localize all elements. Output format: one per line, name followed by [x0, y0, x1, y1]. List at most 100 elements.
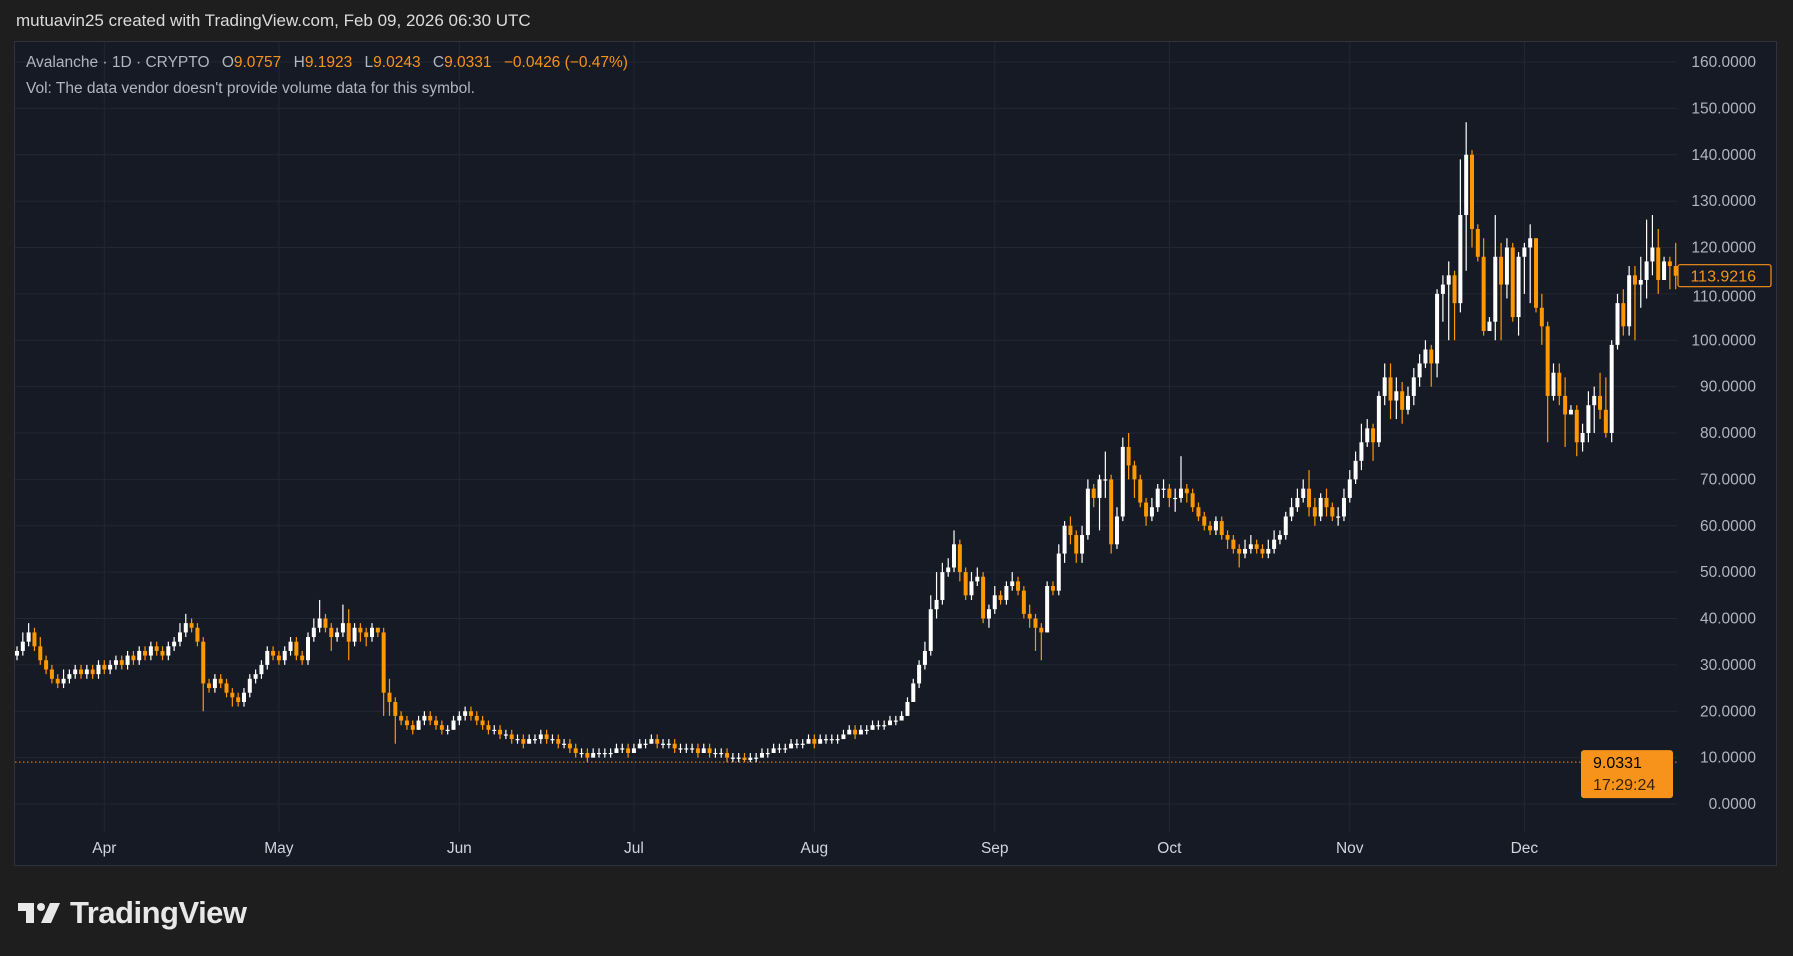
- candle-down: [428, 715, 433, 721]
- y-tick-label: 80.0000: [1700, 425, 1756, 442]
- y-tick-label: 160.0000: [1691, 54, 1756, 71]
- candle-down: [521, 739, 526, 744]
- candle-up: [1435, 293, 1440, 364]
- candle-down: [323, 618, 328, 628]
- candle-up: [620, 748, 625, 750]
- candle-down: [49, 669, 54, 679]
- y-tick-label: 40.0000: [1700, 611, 1756, 628]
- candle-up: [771, 748, 776, 753]
- candle-down: [1202, 516, 1207, 526]
- candle-up: [1411, 377, 1416, 396]
- candle-down: [1324, 497, 1329, 508]
- last-price-tag: [1581, 750, 1673, 799]
- candle-down: [1563, 395, 1568, 415]
- candle-up: [911, 683, 916, 702]
- close-value: 9.0331: [444, 54, 492, 71]
- y-tick-label: 150.0000: [1691, 100, 1756, 117]
- candle-up: [26, 632, 31, 642]
- candle-up: [1341, 497, 1346, 517]
- high-label: H: [293, 54, 305, 71]
- candle-up: [527, 739, 532, 744]
- candle-down: [381, 632, 386, 693]
- candle-up: [847, 729, 852, 735]
- candle-down: [1330, 507, 1335, 517]
- candle-down: [672, 743, 677, 749]
- candle-up: [1155, 488, 1160, 508]
- candle-up: [666, 743, 671, 745]
- candle-up: [1405, 395, 1410, 410]
- candle-up: [1586, 405, 1591, 433]
- candle-down: [1050, 586, 1055, 591]
- candle-down: [1499, 256, 1504, 285]
- candle-up: [678, 748, 683, 750]
- candle-down: [218, 678, 223, 684]
- candle-up: [1394, 391, 1399, 401]
- candle-down: [1429, 349, 1434, 364]
- chart-pane[interactable]: 0.0000 10.0000 20.0000 30.0000 40.0000 50.000…: [14, 41, 1777, 866]
- candle-up: [352, 627, 357, 642]
- candle-up: [1493, 256, 1498, 322]
- candle-down: [1260, 548, 1265, 554]
- candle-up: [1097, 479, 1102, 498]
- x-tick-label: Oct: [1157, 840, 1182, 857]
- y-tick-label: 130.0000: [1691, 193, 1756, 210]
- candle-up: [713, 752, 718, 755]
- candle-down: [1621, 303, 1626, 327]
- candle-up: [1376, 395, 1381, 443]
- candle-down: [207, 683, 212, 689]
- candle-up: [992, 595, 997, 610]
- candle-up: [335, 632, 340, 638]
- candle-down: [1184, 488, 1189, 494]
- candle-up: [166, 646, 171, 656]
- candle-up: [1004, 586, 1009, 600]
- candle-down: [1167, 488, 1172, 498]
- candle-down: [387, 692, 392, 702]
- candle-up: [172, 641, 177, 647]
- candle-up: [340, 623, 345, 633]
- candle-up: [253, 674, 258, 679]
- candle-down: [55, 678, 60, 684]
- candle-up: [317, 618, 322, 628]
- candle-up: [1056, 553, 1061, 591]
- candle-up: [1423, 349, 1428, 364]
- candle-up: [108, 664, 113, 670]
- candle-up: [684, 748, 689, 750]
- candle-down: [329, 627, 334, 638]
- candle-down: [230, 692, 235, 698]
- close-label: C: [432, 54, 445, 71]
- candle-up: [608, 752, 613, 755]
- candle-up: [1161, 488, 1166, 490]
- candle-up: [637, 743, 642, 749]
- candle-down: [160, 650, 165, 656]
- candle-up: [701, 748, 706, 753]
- candle-up: [643, 743, 648, 745]
- candle-down: [1027, 613, 1032, 619]
- candle-up: [870, 725, 875, 730]
- candlestick-chart[interactable]: 0.0000 10.0000 20.0000 30.0000 40.0000 50.000…: [15, 42, 1777, 866]
- y-tick-label: 90.0000: [1700, 379, 1756, 396]
- candle-down: [474, 715, 479, 721]
- symbol-info: Avalanche · 1D · CRYPTO: [26, 54, 210, 71]
- candle-up: [1650, 247, 1655, 262]
- candle-up: [503, 734, 508, 736]
- candle-down: [404, 720, 409, 726]
- last-close-tag: [1677, 264, 1772, 288]
- y-tick-label: 50.0000: [1700, 564, 1756, 581]
- candle-up: [922, 650, 927, 665]
- candle-up: [1528, 238, 1533, 248]
- candle-up: [96, 664, 101, 675]
- candle-up: [858, 729, 863, 735]
- candle-up: [451, 720, 456, 730]
- candle-up: [1120, 446, 1125, 517]
- candle-up: [20, 641, 25, 651]
- candle-up: [562, 743, 567, 745]
- candle-down: [201, 641, 206, 684]
- x-tick-label: Jul: [624, 840, 644, 857]
- candle-up: [1464, 154, 1469, 216]
- candle-up: [1382, 377, 1387, 396]
- low-label: L: [364, 54, 374, 71]
- candle-up: [899, 715, 904, 721]
- candle-down: [1208, 525, 1213, 531]
- candle-up: [241, 692, 246, 702]
- candle-down: [1219, 521, 1224, 536]
